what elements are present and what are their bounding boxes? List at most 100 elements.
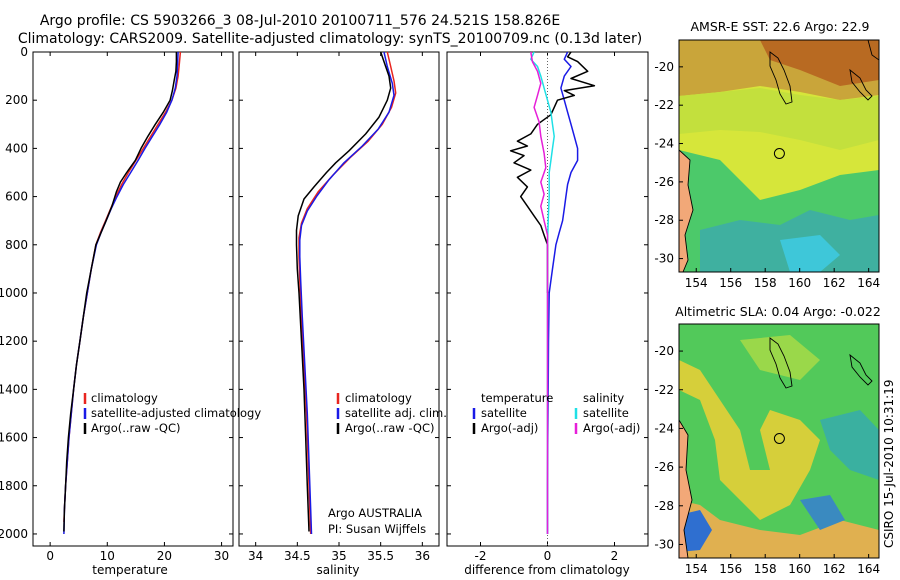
argo-float-marker: [773, 148, 785, 159]
sst-island-outline-2: [849, 68, 873, 101]
x-tick-label: 35.5: [367, 549, 394, 563]
map-x-tick-label: 160: [788, 276, 811, 290]
y-tick-label: 1400: [0, 382, 28, 396]
map-y-tick-label: -24: [654, 137, 674, 151]
temperature-xlabel: temperature: [92, 563, 167, 577]
y-tick-label: 1600: [0, 431, 28, 445]
temperature-series: [63, 51, 182, 535]
series-climatology: [63, 51, 182, 522]
map-y-tick-label: -26: [654, 460, 674, 474]
legend-argo: Argo(..raw -QC): [91, 421, 181, 435]
legend-temp-argo: Argo(-adj): [481, 421, 538, 435]
map-x-tick-label: 162: [823, 562, 846, 576]
x-tick-label: -2: [475, 549, 487, 563]
series-temp-argo: [509, 51, 596, 293]
y-tick-label: 200: [5, 93, 28, 107]
map-x-tick-label: 162: [823, 276, 846, 290]
y-tick-label: 2000: [0, 527, 28, 541]
legend-climatology: climatology: [345, 391, 412, 405]
x-tick-label: 10: [100, 549, 115, 563]
legend-temp-satellite: satellite: [481, 406, 527, 420]
agency-label: Argo AUSTRALIA: [328, 506, 422, 520]
map-y-tick-label: -28: [654, 213, 674, 227]
map-y-tick-label: -20: [654, 60, 674, 74]
sla-high-region: [679, 500, 879, 558]
difference-series: [509, 51, 596, 534]
salinity-panel: 34 34.5 35 35.5 36 salinity climatology sate…: [238, 51, 447, 577]
x-tick-label: 36: [415, 549, 430, 563]
legend-salinity-title: salinity: [583, 391, 624, 405]
legend-satellite-adjusted: satellite-adjusted climatology: [91, 406, 261, 420]
x-tick-label: 20: [157, 549, 172, 563]
figure-title-line-2: Climatology: CARS2009. Satellite-adjuste…: [18, 31, 642, 47]
sst-island-outline: [769, 51, 793, 105]
sla-low-patch: [820, 410, 879, 480]
map-y-tick-label: -20: [654, 344, 674, 358]
map-y-tick-label: -26: [654, 175, 674, 189]
y-tick-label: 600: [5, 190, 28, 204]
map-y-tick-label: -30: [654, 252, 674, 266]
map-x-tick-label: 156: [719, 276, 742, 290]
y-tick-label: 1200: [0, 334, 28, 348]
sst-cold-patch: [780, 235, 840, 272]
temperature-legend: climatology satellite-adjusted climatolo…: [83, 391, 261, 435]
legend-satellite-adj: satellite adj. clim.: [345, 406, 447, 420]
sla-positive-band: [679, 360, 820, 520]
temperature-y-axis: 0 200 400 600 800 1000 1200 1400 1600 1800 2000: [0, 45, 233, 541]
sla-coastline: [679, 419, 693, 558]
map-y-tick-label: -28: [654, 499, 674, 513]
map-x-tick-label: 158: [754, 276, 777, 290]
y-tick-label: 400: [5, 141, 28, 155]
sla-light-patch: [740, 335, 820, 380]
x-tick-label: 30: [214, 549, 229, 563]
sla-map-axes: 154 156 158 160 162 164 -20 -22 -24 -26 -28 -30: [654, 344, 880, 576]
sla-lowest-patch: [679, 510, 712, 552]
series-argo: [295, 51, 392, 532]
x-tick-label: 2: [611, 549, 619, 563]
argo-float-marker: [773, 433, 785, 444]
series-sal-argo: [530, 51, 549, 534]
sst-mid-band: [679, 88, 879, 150]
y-tick-label: 800: [5, 238, 28, 252]
series-temp-satellite: [546, 51, 579, 534]
y-tick-label: 0: [20, 45, 28, 59]
x-tick-label: 0: [46, 549, 54, 563]
pi-label: PI: Susan Wijffels: [328, 522, 426, 536]
x-tick-label: 34.5: [284, 549, 311, 563]
sst-map-title: AMSR-E SST: 22.6 Argo: 22.9: [690, 19, 869, 34]
side-credit-label: CSIRO 15-Jul-2010 10:31:19: [882, 380, 896, 548]
x-tick-label: 34: [248, 549, 263, 563]
series-climatology: [298, 51, 397, 535]
difference-legend: temperature satellite Argo(-adj) salinit…: [472, 391, 640, 435]
series-sal-satellite: [530, 51, 555, 534]
temperature-panel: 0 200 400 600 800 1000 1200 1400 1600 1800 2000 0 1…: [0, 45, 261, 577]
salinity-y-ticks: [239, 51, 439, 535]
sst-coastline: [679, 149, 694, 272]
series-satellite: [299, 51, 395, 535]
legend-sal-argo: Argo(-adj): [583, 421, 640, 435]
map-x-tick-label: 156: [719, 562, 742, 576]
map-x-tick-label: 154: [685, 562, 708, 576]
map-x-tick-label: 160: [788, 562, 811, 576]
map-x-tick-label: 164: [857, 562, 880, 576]
sla-map-frame: [678, 323, 880, 559]
sst-hot-region: [760, 40, 879, 86]
x-tick-label: 0: [544, 549, 552, 563]
sla-map: Altimetric SLA: 0.04 Argo: -0.022 154 156…: [654, 304, 880, 576]
legend-temperature-title: temperature: [481, 391, 553, 405]
salinity-series: [295, 51, 397, 535]
legend-sal-satellite: satellite: [583, 406, 629, 420]
sla-map-title: Altimetric SLA: 0.04 Argo: -0.022: [675, 304, 881, 319]
sst-map-axes: 154 156 158 160 162 164 -20 -22 -24 -26 -28 -30: [654, 60, 880, 290]
map-y-tick-label: -22: [654, 98, 674, 112]
salinity-xlabel: salinity: [316, 563, 359, 577]
map-y-tick-label: -22: [654, 383, 674, 397]
figure-title-line-1: Argo profile: CS 5903266_3 08-Jul-2010 2…: [40, 13, 560, 29]
difference-x-axis: -2 0 2: [475, 52, 619, 563]
sla-island-outline: [769, 337, 793, 389]
difference-y-ticks: [447, 51, 648, 535]
y-tick-label: 1000: [0, 286, 28, 300]
sst-coast-edge: [867, 40, 879, 61]
sla-lower-patch: [800, 495, 845, 530]
difference-panel: -2 0 2 difference from climatology tempera…: [446, 51, 649, 577]
